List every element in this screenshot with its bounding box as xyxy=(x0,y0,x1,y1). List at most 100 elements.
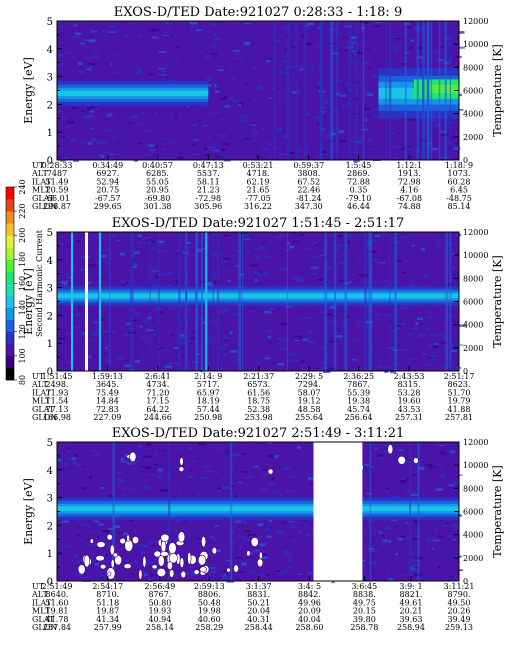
orbit-value: 19.38 xyxy=(347,397,370,406)
orbit-row-label: ILAT xyxy=(32,598,52,607)
spectrogram-blob xyxy=(110,558,115,569)
orbit-value: 67.52 xyxy=(297,177,320,186)
y-right-tick-label: 10000 xyxy=(463,461,488,470)
spectrogram-streak xyxy=(389,232,391,371)
orbit-value: 3:1:37 xyxy=(246,582,272,591)
orbit-row-label: MLT xyxy=(32,607,51,616)
spectrogram-streak xyxy=(200,232,204,371)
orbit-row-label: GLON xyxy=(32,413,57,422)
spectrogram-streak xyxy=(334,232,337,371)
orbit-value: 8767. xyxy=(148,590,171,599)
orbit-row-label: MLT xyxy=(32,397,51,406)
orbit-value: 45.74 xyxy=(347,405,370,414)
spectrogram-streak xyxy=(449,232,452,371)
orbit-value: 2:51:17 xyxy=(444,372,475,381)
spectrogram-streak xyxy=(368,232,371,371)
orbit-row-label: GLAT xyxy=(32,615,55,624)
orbit-value: -66.01 xyxy=(44,194,70,203)
y-tick-label: 3 xyxy=(47,284,53,295)
orbit-value: 8842. xyxy=(298,590,321,599)
orbit-value: 19.81 xyxy=(46,607,69,616)
colorbar: 80 100 120 140 160 180 200 220 240 Second Harmoni… xyxy=(5,179,44,385)
orbit-value: 258.78 xyxy=(350,623,378,632)
orbit-value: 2:29: 5 xyxy=(295,372,323,381)
orbit-value: 72.98 xyxy=(398,177,421,186)
orbit-value: 39.80 xyxy=(353,615,376,624)
orbit-row-label: ILAT xyxy=(32,177,52,186)
orbit-value: 258.94 xyxy=(397,623,425,632)
orbit-value: 8790. xyxy=(448,590,471,599)
spectrogram-streak xyxy=(336,21,338,160)
orbit-value: 20.95 xyxy=(146,186,169,195)
orbit-value: 19.12 xyxy=(298,397,321,406)
y-right-tick-label: 6000 xyxy=(463,508,483,517)
y-tick-label: 0 xyxy=(47,367,53,378)
panel-title: EXOS-D/TED Date:921027 2:51:49 - 3:11:21 xyxy=(112,426,405,441)
orbit-value: 8710. xyxy=(96,590,119,599)
orbit-value: 14.84 xyxy=(96,397,119,406)
orbit-value: 53.28 xyxy=(398,388,421,397)
spectrogram-blob xyxy=(201,535,207,548)
orbit-value: 0:40:57 xyxy=(142,161,173,170)
spectrogram-blob xyxy=(397,455,406,465)
orbit-value: 2:21:37 xyxy=(243,372,274,381)
orbit-row-label: ALT xyxy=(31,169,48,178)
spectrogram-blob xyxy=(258,551,263,560)
orbit-value: 2:54:17 xyxy=(92,582,123,591)
spectrogram-streak xyxy=(178,232,181,371)
spectrogram-streak xyxy=(388,21,392,160)
spectrogram-streak xyxy=(417,442,420,581)
spectrogram-blob xyxy=(178,466,185,473)
energy-band xyxy=(57,497,459,520)
spectrogram-streak xyxy=(212,232,214,371)
energy-band-layer xyxy=(57,506,459,512)
energy-band xyxy=(57,286,459,306)
orbit-value: 1913. xyxy=(398,169,421,178)
orbit-value: 39.63 xyxy=(400,615,423,624)
colorbar-tick-label: 240 xyxy=(18,179,27,194)
spectrogram-blob xyxy=(160,533,170,542)
colorbar-swatch xyxy=(6,283,14,296)
y-tick-label: 4 xyxy=(47,466,53,477)
orbit-row-label: UT xyxy=(32,582,45,591)
spectrogram-blob xyxy=(77,564,86,575)
spectrogram-streaks xyxy=(71,232,452,371)
energy-band-peak xyxy=(429,84,459,94)
spectrogram-streak xyxy=(196,232,198,371)
y-right-tick-label: 6000 xyxy=(463,298,483,307)
y-right-tick-label: 2000 xyxy=(463,344,483,353)
orbit-value: 258.29 xyxy=(195,623,223,632)
spectrogram-streak xyxy=(149,232,151,371)
colorbar-swatch xyxy=(6,295,14,308)
y-tick-label: 4 xyxy=(47,45,53,56)
spectrogram-streak xyxy=(238,232,241,371)
spectrogram-blob xyxy=(114,554,123,566)
orbit-value: 40.31 xyxy=(247,615,270,624)
orbit-value: 11.54 xyxy=(46,397,69,406)
orbit-value: 1:5:45 xyxy=(346,161,372,170)
spectrogram-streak xyxy=(324,232,328,371)
spectrogram-streak xyxy=(370,232,373,371)
orbit-value: -69.80 xyxy=(145,194,171,203)
orbit-value: 65.97 xyxy=(197,388,220,397)
spectrogram-blob xyxy=(123,563,132,570)
orbit-value: 19.98 xyxy=(198,607,221,616)
orbit-row-label: UT xyxy=(32,372,45,381)
spectrogram-streak xyxy=(158,232,160,371)
orbit-value: 40.04 xyxy=(298,615,321,624)
colorbar-tick-label: 80 xyxy=(18,375,27,385)
spectrogram-streak xyxy=(205,232,208,371)
y-right-tick-label: 2000 xyxy=(463,554,483,563)
orbit-value: 20.26 xyxy=(448,607,471,616)
orbit-value: 8831. xyxy=(247,590,270,599)
orbit-value: 72.83 xyxy=(96,405,119,414)
y-right-tick-label: 12000 xyxy=(463,438,488,447)
orbit-row-label: MLT xyxy=(32,186,51,195)
orbit-row-label: GLON xyxy=(32,623,57,632)
orbit-value: 6.45 xyxy=(450,186,468,195)
spectrogram-streak xyxy=(217,232,220,371)
spectrogram-blob xyxy=(168,542,177,555)
orbit-value: 8623. xyxy=(448,380,471,389)
orbit-value: 8838. xyxy=(353,590,376,599)
